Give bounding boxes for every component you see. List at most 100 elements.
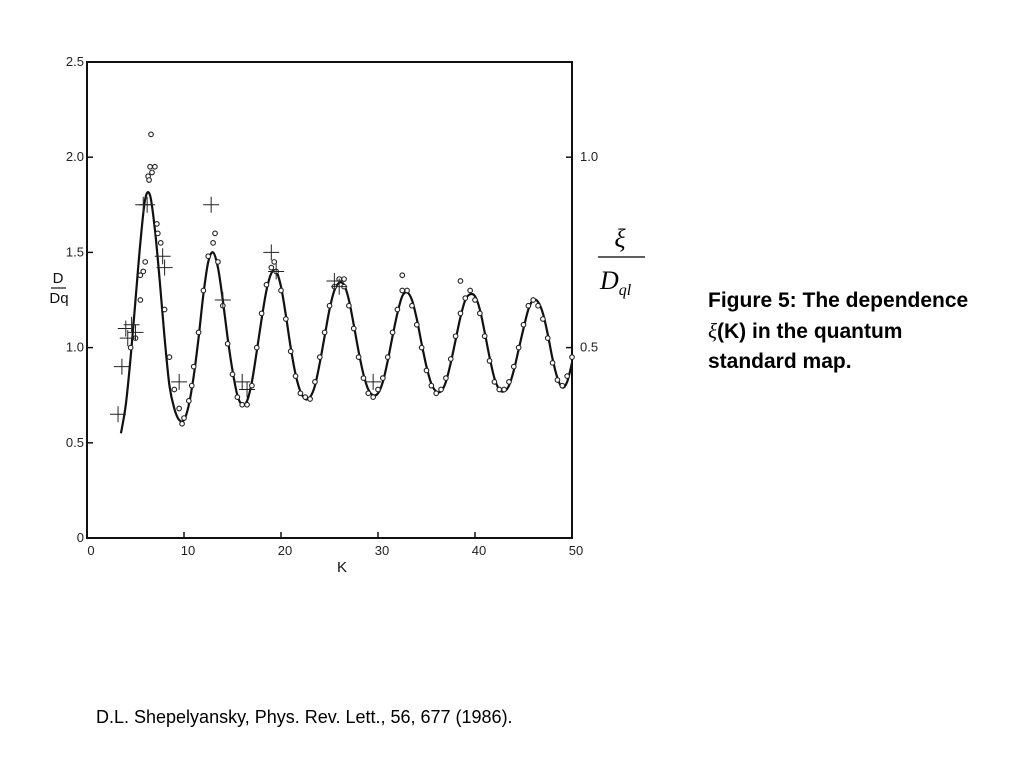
y-tick-label: 0 [77,530,84,545]
data-point-circle [142,259,149,265]
y-axis-right-denominator-main: D [599,266,619,295]
data-point-circle [307,396,313,402]
data-point-circle [154,230,161,237]
y-tick-label: 0.5 [66,435,84,450]
data-point-circle [215,259,221,265]
data-point-circle [234,394,241,400]
data-point-circle [365,390,372,397]
y-ticks-right: 0.5 1.0 [566,149,598,355]
data-point-circle [404,287,410,294]
y-axis-right-numerator: ξ [614,224,626,253]
data-point-circle [569,354,575,360]
data-point-circle [316,354,323,360]
data-point-circle [149,169,155,176]
data-point-plus [331,278,348,295]
data-point-circle [452,333,459,340]
data-point-circle [375,386,381,393]
data-point-plus [214,292,231,308]
series-plus-group [110,196,382,423]
data-point-circle [559,382,566,389]
data-point-circle [287,348,294,355]
data-point-circle [321,329,328,336]
data-point-circle [278,287,284,294]
data-point-plus [156,259,173,276]
data-point-circle [486,358,493,364]
data-point-circle [462,295,469,301]
data-point-circle [457,310,464,317]
data-point-circle [506,379,512,385]
data-point-circle [413,321,420,328]
data-point-circle [157,240,164,246]
x-tick-label: 40 [472,543,486,558]
data-point-circle [491,379,498,385]
x-tick-label: 10 [181,543,195,558]
data-point-circle [171,386,178,393]
data-point-circle [549,359,556,366]
data-point-plus [239,381,256,398]
data-point-circle [341,276,347,282]
data-point-circle [186,398,192,404]
x-tick-label: 30 [375,543,389,558]
chart-plot: 0 0.5 1.0 1.5 2.0 2.5 0.5 1.0 0 10 20 30 40 50 D Dq… [49,54,645,576]
data-point-plus [139,196,156,213]
data-point-circle [384,354,391,360]
data-point-circle [535,302,541,309]
data-point-plus [113,358,130,375]
data-point-circle [438,386,444,393]
data-point-circle [554,377,561,383]
y-axis-right-label: ξ Dql [598,224,645,299]
data-point-circle [399,272,406,279]
data-point-circle [423,367,430,374]
y-tick-label: 2.5 [66,54,84,69]
data-point-circle [496,386,503,393]
y-axis-left-denominator: Dq [49,290,68,307]
data-point-circle [380,375,386,381]
data-point-circle [176,405,182,412]
data-point-circle [200,287,207,294]
data-point-circle [350,325,357,332]
caption-text-end: (K) in the quantum standard map. [708,320,903,373]
data-point-circle [501,386,507,393]
y-ticks: 0 0.5 1.0 1.5 2.0 2.5 [66,54,93,545]
data-point-circle [229,371,236,378]
data-point-circle [428,382,435,389]
y-right-tick-label: 0.5 [580,340,598,355]
data-point-circle [146,177,152,183]
data-point-circle [166,354,173,360]
y-axis-right-denominator: Dql [599,266,632,299]
data-point-circle [271,259,278,265]
data-point-circle [355,354,362,360]
data-point-circle [268,264,275,271]
data-point-circle [283,316,289,322]
data-point-circle [249,382,255,389]
data-point-circle [239,401,246,408]
data-point-circle [253,344,260,351]
data-point-circle [394,306,401,313]
data-point-plus [268,263,285,280]
data-point-circle [433,390,440,397]
data-point-circle [457,278,464,284]
data-point-circle [326,302,333,309]
y-axis-right-denominator-sub: ql [619,282,632,299]
data-point-circle [205,253,212,260]
data-point-circle [188,382,195,389]
data-point-circle [525,302,532,309]
y-tick-label: 2.0 [66,149,84,164]
y-axis-left-numerator: D [53,270,64,287]
data-point-circle [127,344,134,351]
y-axis-left-label: D Dq [49,270,68,307]
data-point-circle [481,333,488,340]
data-point-circle [399,287,406,294]
data-point-circle [346,302,352,309]
data-point-circle [212,230,218,237]
caption-text-start: Figure 5: The dependence [708,289,969,312]
data-point-circle [370,394,377,400]
data-point-circle [210,240,216,246]
data-point-plus [365,373,382,390]
data-point-circle [530,297,537,303]
data-point-plus [110,406,127,423]
data-point-circle [161,306,168,313]
data-point-circle [181,415,187,421]
data-point-circle [418,344,425,351]
data-point-plus [171,373,188,390]
